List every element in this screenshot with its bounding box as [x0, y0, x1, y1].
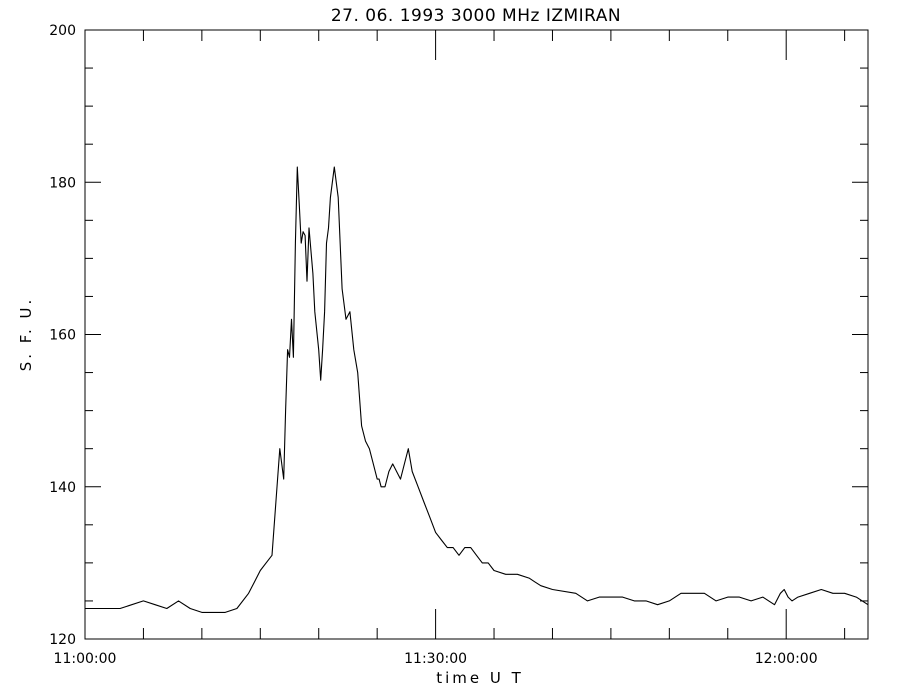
x-tick-label: 12:00:00	[755, 651, 818, 667]
y-axis-ticks	[85, 29, 868, 640]
plot-frame	[84, 29, 869, 640]
y-tick-label: 180	[49, 175, 76, 191]
y-tick-label: 140	[49, 480, 76, 496]
y-tick-label: 160	[49, 328, 76, 344]
y-axis-label: S. F. U.	[17, 297, 35, 372]
x-axis-tick-labels: 11:00:00 11:30:00 12:00:00	[54, 651, 818, 667]
x-axis-label: time U T	[436, 669, 524, 687]
x-tick-label: 11:30:00	[404, 651, 467, 667]
chart-title: 27. 06. 1993 3000 MHz IZMIRAN	[331, 6, 621, 26]
series-line-flux	[85, 166, 869, 613]
x-tick-label: 11:00:00	[54, 651, 117, 667]
y-axis-tick-labels: 120 140 160 180 200	[49, 23, 76, 648]
y-tick-label: 200	[49, 23, 76, 39]
x-axis-ticks	[84, 30, 846, 639]
y-tick-label: 120	[49, 632, 76, 648]
